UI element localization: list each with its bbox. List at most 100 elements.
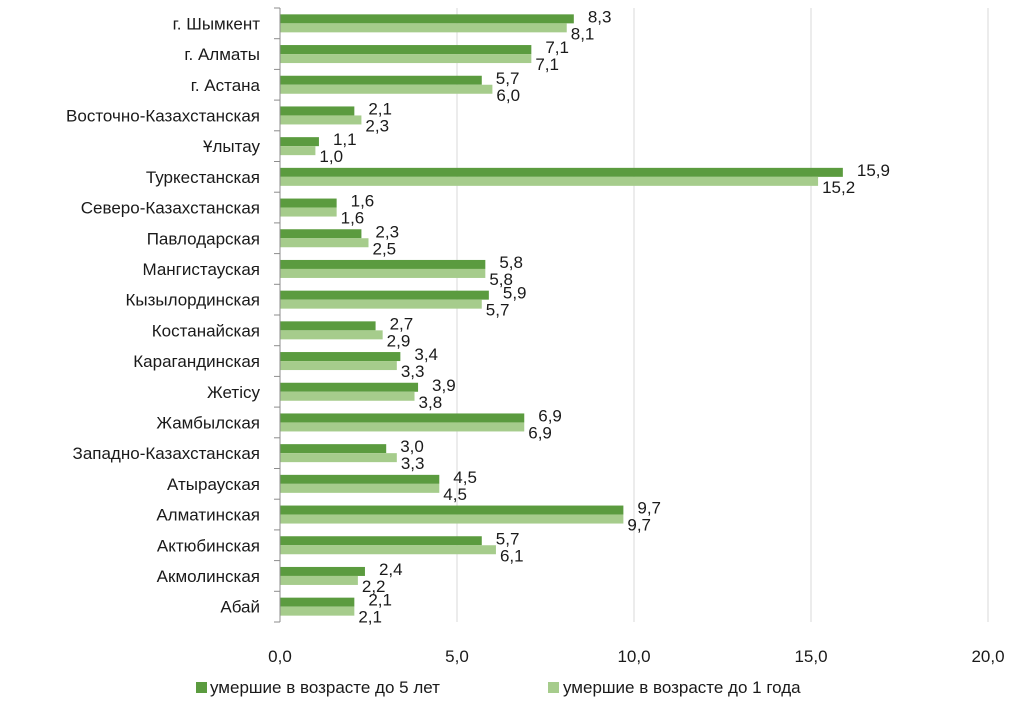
bar-under5 — [280, 382, 419, 392]
bar-under5 — [280, 259, 486, 269]
bar-under5 — [280, 198, 337, 208]
category-label: г. Астана — [191, 76, 261, 95]
value-label-under5: 9,7 — [637, 499, 661, 518]
bar-under5 — [280, 597, 355, 607]
value-label-under1: 2,2 — [362, 577, 386, 596]
bars — [280, 14, 843, 616]
category-label: Ұлытау — [203, 137, 260, 156]
bar-under1 — [280, 483, 440, 493]
value-label-under1: 8,1 — [571, 24, 595, 43]
value-label-under1: 3,8 — [419, 393, 443, 412]
bar-under1 — [280, 391, 415, 401]
category-label: Восточно-Казахстанская — [66, 106, 260, 125]
bar-under1 — [280, 422, 525, 432]
bar-under5 — [280, 45, 532, 55]
bar-under5 — [280, 505, 624, 515]
bar-under1 — [280, 54, 532, 64]
category-label: Атырауская — [167, 475, 260, 494]
value-label-under5: 2,1 — [368, 591, 392, 610]
value-label-under1: 5,7 — [486, 301, 510, 320]
bar-under5 — [280, 137, 319, 147]
value-label-under5: 2,7 — [390, 314, 414, 333]
bar-under5 — [280, 14, 574, 24]
bar-under5 — [280, 229, 362, 239]
value-label-under1: 1,6 — [341, 209, 365, 228]
category-label: Актюбинская — [157, 536, 260, 555]
value-label-under1: 9,7 — [627, 516, 651, 535]
legend-label-under5: умершие в возрасте до 5 лет — [210, 678, 440, 697]
value-label-under1: 1,0 — [319, 147, 343, 166]
bar-under5 — [280, 75, 482, 85]
category-label: Мангистауская — [142, 260, 260, 279]
axes: 0,0 5,0 10,0 15,0 20,0 г. Шымкент г. Алматы г. … — [66, 7, 1005, 666]
bar-under1 — [280, 361, 397, 371]
value-label-under5: 5,7 — [496, 529, 520, 548]
bar-under5 — [280, 566, 365, 576]
bar-under1 — [280, 453, 397, 463]
category-label: Павлодарская — [147, 229, 260, 248]
value-label-under1: 5,8 — [489, 270, 513, 289]
bar-under5 — [280, 413, 525, 423]
x-tick-label: 0,0 — [268, 647, 292, 666]
bar-under1 — [280, 268, 486, 278]
bar-under1 — [280, 514, 624, 524]
value-label-under1: 6,1 — [500, 546, 524, 565]
category-label: г. Шымкент — [173, 14, 261, 33]
bar-under1 — [280, 238, 369, 248]
bar-under5 — [280, 352, 401, 362]
bar-under1 — [280, 606, 355, 616]
category-label: Карагандинская — [133, 352, 260, 371]
x-tick-label: 15,0 — [794, 647, 827, 666]
bar-under5 — [280, 106, 355, 116]
bar-under1 — [280, 23, 567, 33]
value-label-under1: 6,9 — [528, 423, 552, 442]
value-label-under5: 2,4 — [379, 560, 403, 579]
x-tick-label: 5,0 — [445, 647, 469, 666]
value-label-under5: 5,8 — [499, 253, 523, 272]
value-label-under1: 6,0 — [496, 86, 520, 105]
value-label-under1: 2,1 — [358, 608, 382, 627]
value-label-under5: 8,3 — [588, 7, 612, 26]
bar-under1 — [280, 115, 362, 125]
bar-under5 — [280, 536, 482, 546]
category-label: г. Алматы — [184, 45, 260, 64]
x-tick-label: 20,0 — [971, 647, 1004, 666]
bar-under1 — [280, 545, 496, 555]
bar-under1 — [280, 575, 358, 585]
category-label: Абай — [220, 598, 260, 617]
bar-under5 — [280, 321, 376, 331]
value-label-under5: 3,9 — [432, 376, 456, 395]
legend-swatch-under5 — [196, 682, 207, 693]
value-label-under1: 2,5 — [373, 239, 397, 258]
bar-under5 — [280, 290, 489, 300]
value-label-under1: 3,3 — [401, 362, 425, 381]
value-label-under5: 15,9 — [857, 161, 890, 180]
bar-under1 — [280, 146, 316, 156]
bar-under5 — [280, 444, 387, 454]
category-label: Туркестанская — [146, 168, 260, 187]
category-label: Костанайская — [152, 321, 260, 340]
value-label-under1: 4,5 — [443, 485, 467, 504]
legend-swatch-under1 — [548, 682, 559, 693]
value-label-under5: 3,0 — [400, 437, 424, 456]
bar-under5 — [280, 167, 843, 177]
category-label: Акмолинская — [157, 567, 260, 586]
category-label: Жетісу — [207, 383, 260, 402]
category-label: Северо-Казахстанская — [81, 199, 260, 218]
value-label-under5: 1,1 — [333, 130, 357, 149]
value-label-under5: 6,9 — [538, 406, 562, 425]
legend: умершие в возрасте до 5 лет умершие в во… — [196, 678, 801, 697]
value-label-under1: 15,2 — [822, 178, 855, 197]
value-label-under5: 2,3 — [375, 222, 399, 241]
bar-under1 — [280, 299, 482, 309]
value-label-under1: 2,3 — [365, 116, 389, 135]
value-label-under1: 7,1 — [535, 55, 559, 74]
category-label: Жамбылская — [156, 413, 260, 432]
value-label-under5: 7,1 — [545, 38, 569, 57]
bar-under5 — [280, 474, 440, 484]
x-tick-label: 10,0 — [617, 647, 650, 666]
value-label-under1: 3,3 — [401, 454, 425, 473]
value-label-under5: 3,4 — [414, 345, 438, 364]
value-label-under1: 2,9 — [387, 331, 411, 350]
